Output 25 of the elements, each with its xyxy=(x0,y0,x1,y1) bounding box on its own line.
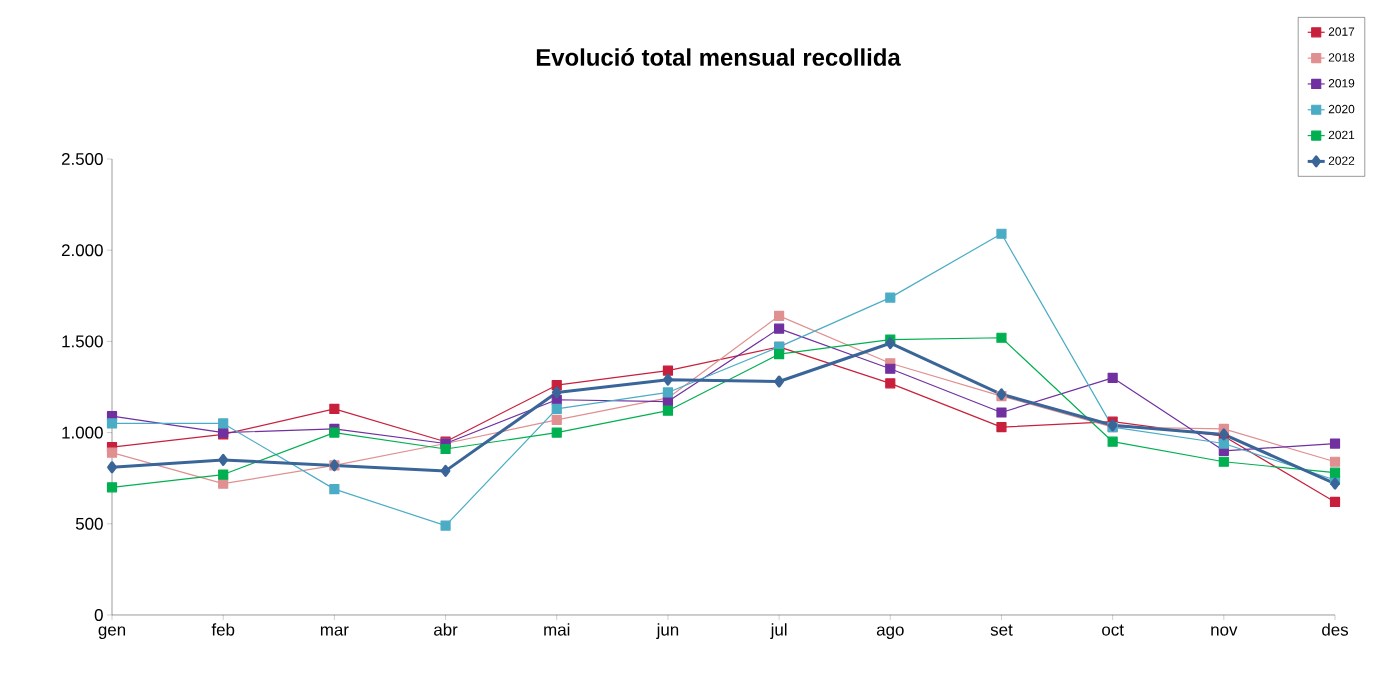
x-tick-label: ago xyxy=(876,626,904,640)
x-tick-label: feb xyxy=(211,623,235,636)
x-tick-label: gen xyxy=(98,626,126,640)
x-tick-label: des xyxy=(1322,623,1349,636)
x-tick-label: mar xyxy=(320,626,349,636)
y-tick-label: 2.000 xyxy=(61,244,103,257)
y-tick-label: 1.000 xyxy=(62,426,103,439)
x-tick-label: mai xyxy=(544,623,570,636)
y-tick-label: 500 xyxy=(75,517,103,530)
y-tick-label: 0 xyxy=(94,608,103,621)
x-tick-label: jul xyxy=(770,623,787,640)
y-tick-label: 2.500 xyxy=(61,152,103,165)
chart-title: Evolució total mensual recollida xyxy=(536,48,901,66)
x-tick-label: jun xyxy=(656,623,679,640)
legend-label: 2017 xyxy=(1328,27,1355,36)
legend-label: 2019 xyxy=(1328,79,1355,88)
x-tick-label: abr xyxy=(434,623,458,636)
x-tick-label: set xyxy=(990,624,1013,636)
legend-label: 2018 xyxy=(1328,53,1355,62)
legend-label: 2022 xyxy=(1328,156,1355,165)
y-tick-label: 1.500 xyxy=(62,335,103,348)
legend-label: 2020 xyxy=(1328,104,1355,114)
x-tick-label: nov xyxy=(1211,626,1238,636)
legend-label: 2021 xyxy=(1328,130,1355,140)
x-tick-label: oct xyxy=(1102,624,1124,636)
